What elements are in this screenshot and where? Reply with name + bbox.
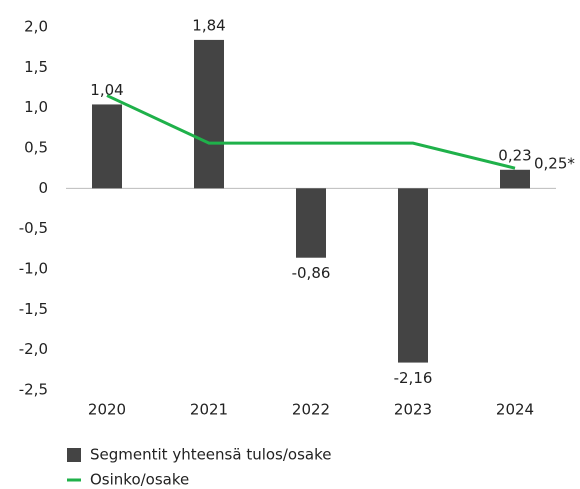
data-label: 1,04 [90,81,123,99]
y-tick-label: -1,0 [19,260,48,278]
data-label: -2,16 [394,369,433,387]
y-tick-label: -1,5 [19,300,48,318]
bar [92,104,122,189]
legend-label: Segmentit yhteensä tulos/osake [90,446,332,464]
x-tick-label: 2021 [190,401,228,419]
y-tick-label: 1,5 [24,58,48,76]
line [106,94,516,170]
y-tick-label: 0,5 [24,139,48,157]
y-tick-label: 0 [38,179,48,197]
bar [296,188,326,258]
y-tick-label: -2,0 [19,340,48,358]
data-label: 1,84 [192,16,225,34]
legend-swatch [67,448,81,462]
x-tick-label: 2020 [88,401,126,419]
bar [500,169,530,189]
x-tick-label: 2023 [394,401,432,419]
x-tick-label: 2022 [292,401,330,419]
y-tick-label: 1,0 [24,98,48,116]
y-tick-label: -0,5 [19,219,48,237]
data-label: 0,23 [498,146,531,164]
data-label: 0,25* [534,155,575,173]
bar [194,39,224,189]
bar [398,188,428,363]
x-tick-label: 2024 [496,401,534,419]
legend-label: Osinko/osake [90,471,189,489]
data-label: -0,86 [292,264,331,282]
y-tick-label: 2,0 [24,18,48,36]
y-tick-label: -2,5 [19,381,48,399]
